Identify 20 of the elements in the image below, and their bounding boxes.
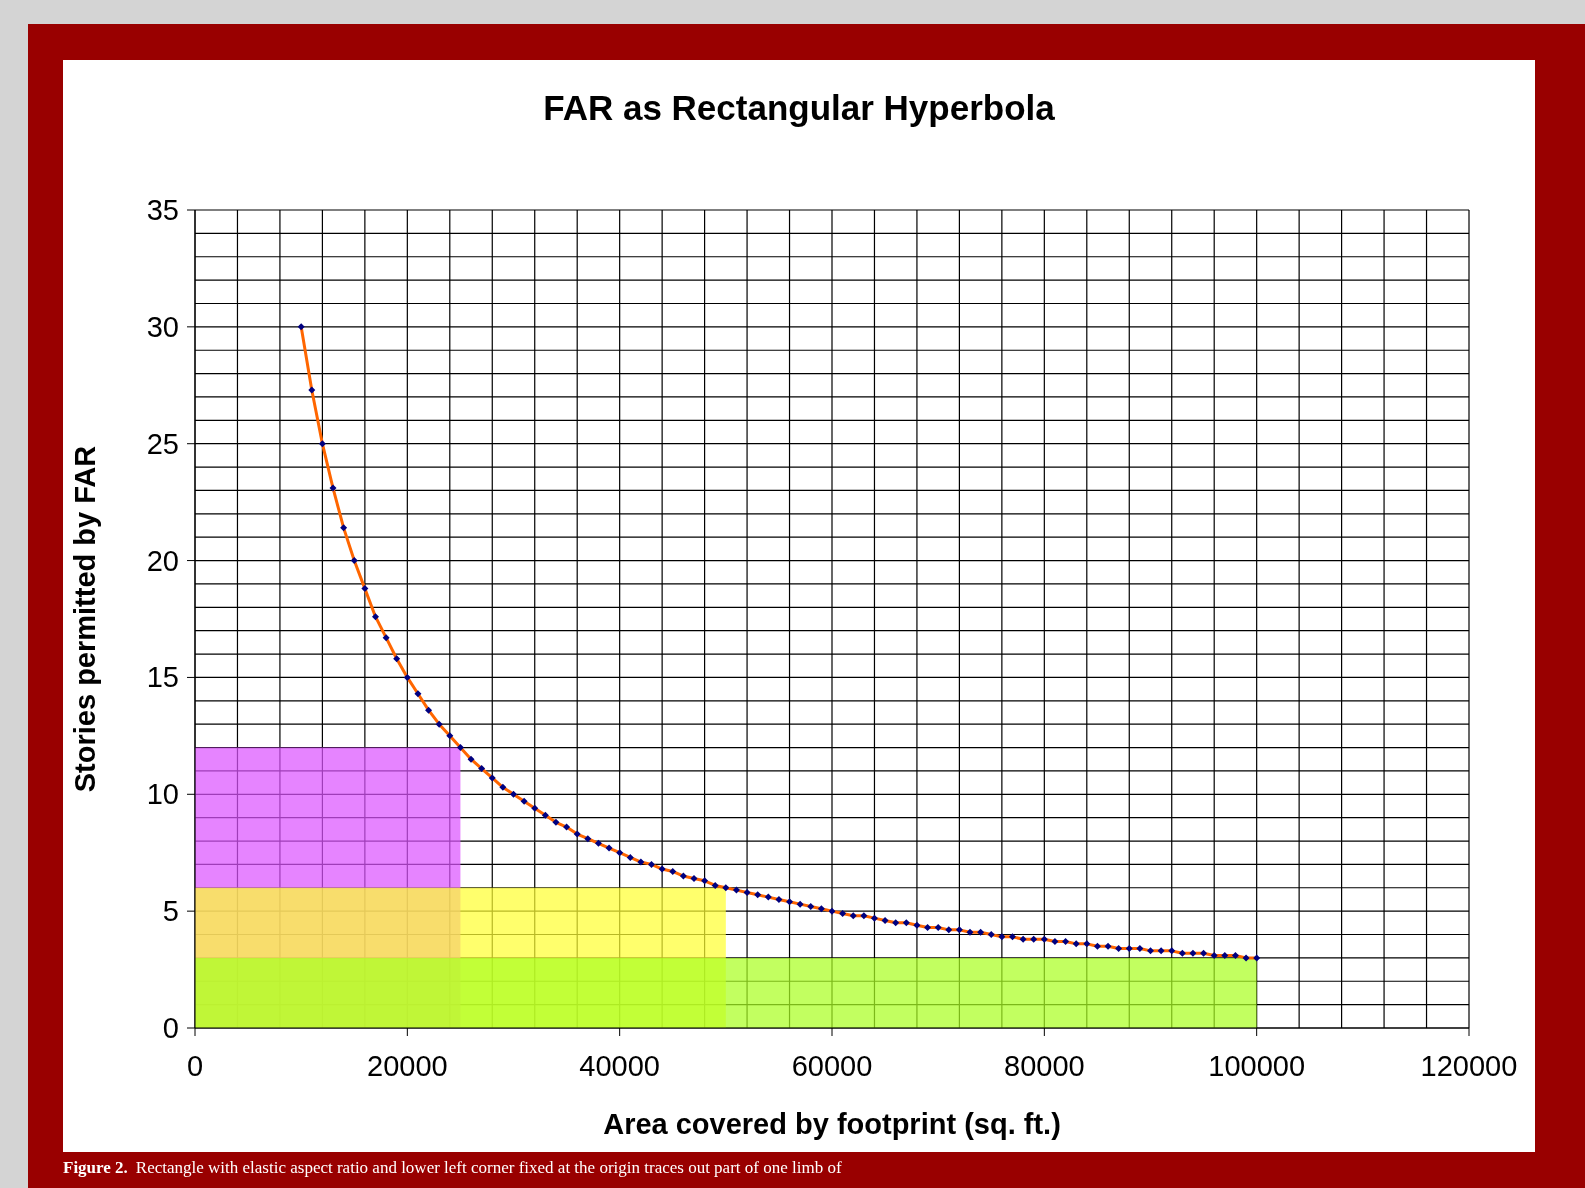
y-tick-label: 15 [146, 661, 179, 694]
y-tick-label: 10 [146, 778, 179, 811]
x-tick-label: 120000 [1420, 1050, 1518, 1082]
x-tick-label: 0 [186, 1050, 204, 1082]
x-tick-label: 80000 [1004, 1050, 1085, 1082]
y-tick-label: 5 [162, 895, 179, 928]
y-tick-label: 25 [146, 427, 179, 460]
x-tick-label: 100000 [1208, 1050, 1306, 1082]
y-axis-title: Stories permitted by FAR [69, 445, 102, 793]
x-tick-label: 40000 [579, 1050, 660, 1082]
text: Rectangle with elastic aspect ratio and lower left corner fixed at the origin traces out part of one limb of [135, 1158, 842, 1177]
chart-title: FAR as Rectangular Hyperbola [542, 88, 1056, 128]
x-tick-label: 60000 [791, 1050, 873, 1082]
x-tick-label: 20000 [367, 1050, 448, 1082]
y-tick-label: 35 [146, 194, 179, 226]
y-tick-label: 30 [146, 310, 179, 343]
y-tick-label: 0 [162, 1012, 179, 1044]
caption: Figure 2. [63, 1158, 128, 1177]
x-axis-title: Area covered by footprint (sq. ft.) [603, 1108, 1061, 1140]
y-tick-label: 20 [146, 544, 179, 577]
